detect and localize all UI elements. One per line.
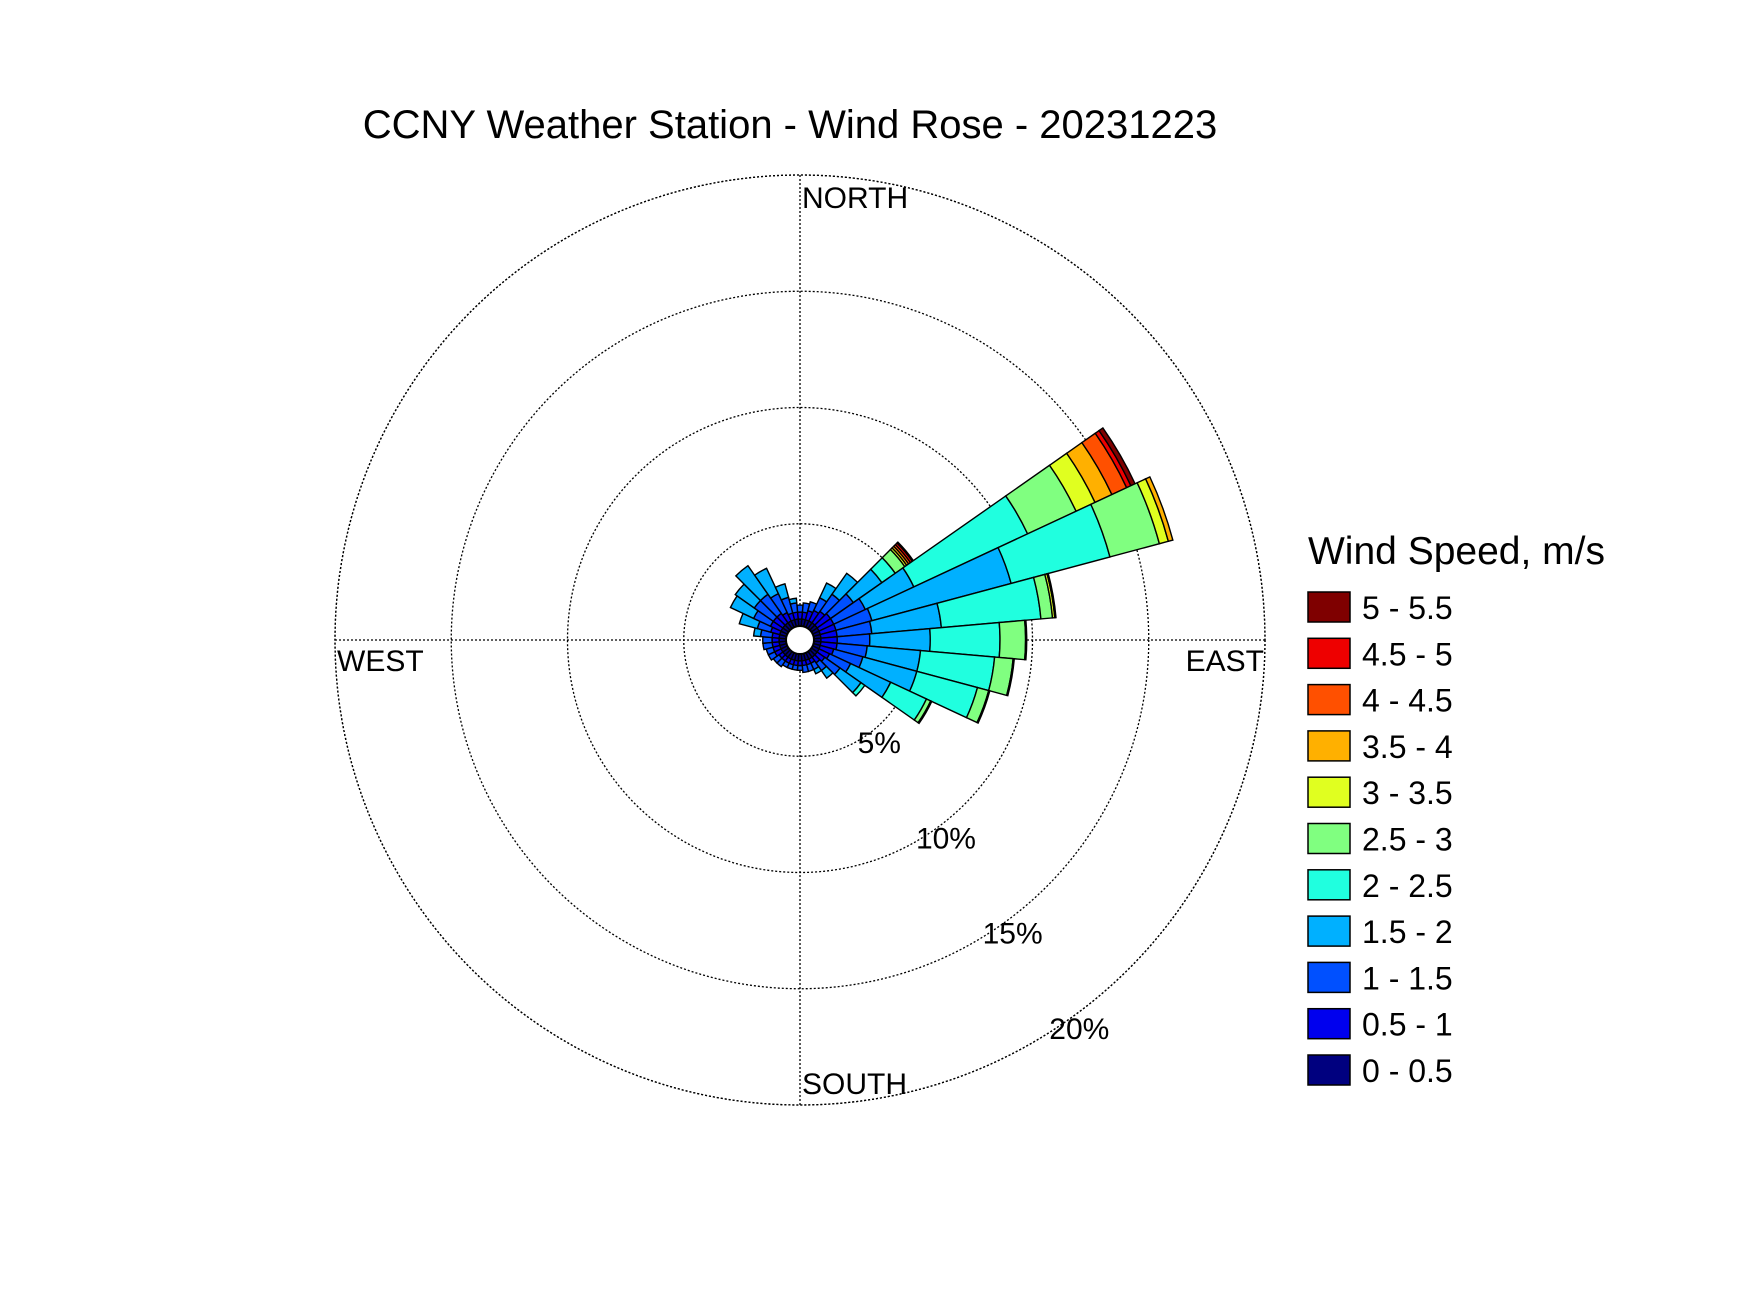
legend-label: 3 - 3.5 <box>1362 775 1453 811</box>
legend-swatch <box>1307 1007 1351 1040</box>
sector-segment-320-bin-3 <box>734 564 769 602</box>
radial-tick-label: 15% <box>983 918 1043 951</box>
sector-segment-100-bin-6 <box>1005 657 1016 697</box>
legend-label: 2.5 - 3 <box>1362 822 1453 858</box>
radial-tick-label: 5% <box>858 727 901 760</box>
radial-tick-label: 10% <box>916 822 976 855</box>
sector-segment-330-bin-3 <box>753 567 780 600</box>
radial-tick-label: 20% <box>1049 1013 1109 1046</box>
legend-swatch <box>1307 591 1351 623</box>
sector-segment-70-bin-7 <box>1144 475 1174 543</box>
legend-label: 5 - 5.5 <box>1362 590 1453 626</box>
grid-ring <box>566 406 1034 874</box>
sector-segment-340-bin-3 <box>774 582 790 601</box>
legend-swatch <box>1307 961 1351 994</box>
sector-segment-110-bin-6 <box>976 689 991 724</box>
legend-swatch <box>1307 683 1351 716</box>
legend-label: 4 - 4.5 <box>1362 683 1453 719</box>
direction-label-south: SOUTH <box>802 1068 907 1101</box>
legend-label: 0 - 0.5 <box>1362 1053 1453 1089</box>
legend-swatch <box>1307 915 1351 947</box>
legend-title: Wind Speed, m/s <box>1308 530 1605 573</box>
legend-label: 0.5 - 1 <box>1362 1007 1453 1043</box>
legend-swatch <box>1307 869 1351 901</box>
legend-label: 3.5 - 4 <box>1362 729 1453 765</box>
sector-segment-120-bin-6 <box>917 700 933 725</box>
legend-label: 4.5 - 5 <box>1362 636 1453 672</box>
direction-label-north: NORTH <box>802 182 908 215</box>
legend-label: 1.5 - 2 <box>1362 914 1453 950</box>
sector-segment-80-bin-7 <box>1046 572 1057 619</box>
legend-swatch <box>1307 776 1351 808</box>
sector-segment-90-bin-5 <box>998 619 1027 661</box>
wind-sectors <box>729 426 1174 725</box>
radial-tick-labels: 5% 10% 15% 20% <box>858 727 1110 1046</box>
legend-swatch <box>1307 637 1351 670</box>
direction-label-west: WEST <box>337 645 424 678</box>
grid-ring <box>450 290 1150 990</box>
sector-segment-90-bin-6 <box>1023 619 1028 661</box>
legend: 5 - 5.5 4.5 - 5 4 - 4.5 3.5 - 4 3 - 3.5 2.5 -… <box>1307 590 1453 1089</box>
grid-ring-outer <box>334 174 1266 1106</box>
chart-title: CCNY Weather Station - Wind Rose - 20231… <box>363 103 1218 147</box>
legend-swatch <box>1307 730 1351 762</box>
legend-label: 2 - 2.5 <box>1362 868 1453 904</box>
direction-label-east: EAST <box>1186 645 1264 678</box>
sector-segment-170-bin-2 <box>801 663 810 674</box>
sector-segment-150-bin-3 <box>812 665 823 675</box>
sector-segment-140-bin-3 <box>820 665 834 680</box>
sector-segment-350-bin-3 <box>788 597 798 605</box>
sector-segment-130-bin-4 <box>851 681 866 697</box>
legend-swatch <box>1307 822 1351 855</box>
legend-swatch <box>1307 1054 1351 1086</box>
calm-center-circle <box>785 625 815 655</box>
legend-label: 1 - 1.5 <box>1362 960 1453 996</box>
